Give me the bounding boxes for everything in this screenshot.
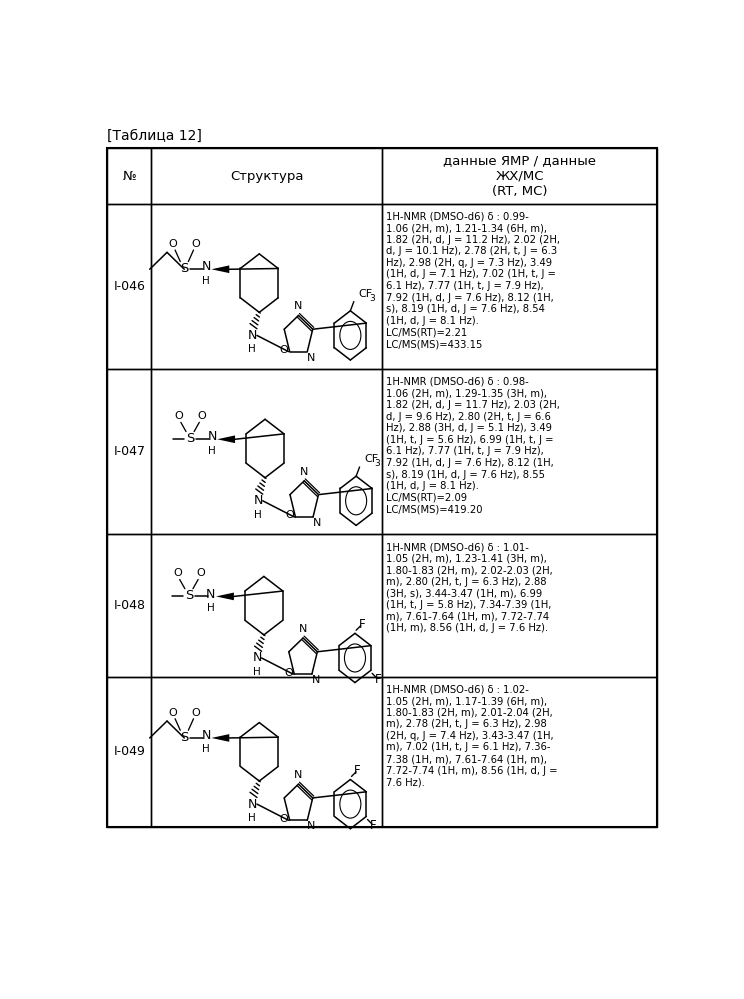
Text: данные ЯМР / данные
ЖХ/МС
(RT, МС): данные ЯМР / данные ЖХ/МС (RT, МС): [443, 155, 596, 198]
Bar: [151, 534, 382, 676]
Text: O: O: [168, 239, 177, 249]
Bar: [151, 204, 382, 369]
Text: O: O: [168, 707, 177, 717]
Bar: [107, 204, 151, 369]
Polygon shape: [216, 592, 234, 600]
Bar: [107, 148, 657, 827]
Text: N: N: [312, 675, 320, 685]
Text: O: O: [284, 667, 293, 677]
Text: I-047: I-047: [113, 446, 145, 459]
Text: I-048: I-048: [113, 599, 145, 612]
Text: 3: 3: [374, 460, 380, 469]
Text: O: O: [280, 814, 288, 824]
Text: O: O: [191, 239, 200, 249]
Bar: [107, 369, 151, 534]
Text: №: №: [123, 170, 136, 183]
Bar: [107, 534, 151, 676]
Text: CF: CF: [365, 455, 379, 465]
Text: I-049: I-049: [113, 745, 145, 758]
Text: S: S: [180, 262, 188, 275]
Text: F: F: [370, 819, 376, 832]
Bar: [151, 369, 382, 534]
Text: H: H: [253, 666, 261, 676]
Polygon shape: [217, 436, 235, 444]
Text: 3: 3: [369, 294, 374, 303]
Text: O: O: [280, 345, 288, 355]
Text: S: S: [186, 432, 194, 445]
Bar: [382, 676, 657, 827]
Text: H: H: [207, 603, 215, 613]
Text: [Таблица 12]: [Таблица 12]: [107, 129, 202, 143]
Text: H: H: [208, 446, 216, 456]
Text: O: O: [285, 510, 294, 520]
Text: N: N: [295, 770, 303, 780]
Text: O: O: [197, 412, 206, 422]
Text: N: N: [208, 431, 217, 444]
Text: N: N: [254, 495, 263, 507]
Bar: [382, 534, 657, 676]
Text: H: H: [248, 813, 256, 823]
Text: N: N: [299, 623, 307, 633]
Text: 1H-NMR (DMSO-d6) δ : 1.01-
1.05 (2H, m), 1.23-1.41 (3H, m),
1.80-1.83 (2H, m), 2: 1H-NMR (DMSO-d6) δ : 1.01- 1.05 (2H, m),…: [386, 542, 553, 633]
Text: O: O: [174, 412, 183, 422]
Bar: [382, 204, 657, 369]
Text: F: F: [374, 673, 381, 686]
Bar: [107, 148, 151, 204]
Text: F: F: [354, 764, 361, 777]
Text: Структура: Структура: [230, 170, 304, 183]
Text: CF: CF: [359, 289, 373, 299]
Text: N: N: [313, 518, 321, 528]
Text: N: N: [248, 329, 257, 342]
Text: N: N: [206, 587, 216, 600]
Text: 1H-NMR (DMSO-d6) δ : 0.99-
1.06 (2H, m), 1.21-1.34 (6H, m),
1.82 (2H, d, J = 11.: 1H-NMR (DMSO-d6) δ : 0.99- 1.06 (2H, m),…: [386, 212, 560, 349]
Text: N: N: [307, 821, 315, 831]
Text: H: H: [254, 509, 262, 519]
Text: N: N: [307, 353, 315, 363]
Text: O: O: [191, 707, 200, 717]
Text: N: N: [202, 729, 211, 742]
Bar: [382, 369, 657, 534]
Text: N: N: [300, 467, 309, 477]
Polygon shape: [211, 266, 229, 273]
Text: N: N: [295, 301, 303, 311]
Text: N: N: [202, 261, 211, 274]
Text: S: S: [180, 730, 188, 743]
Text: N: N: [252, 651, 262, 664]
Polygon shape: [211, 734, 229, 742]
Bar: [382, 148, 657, 204]
Text: O: O: [196, 568, 205, 578]
Bar: [151, 676, 382, 827]
Bar: [107, 676, 151, 827]
Text: I-046: I-046: [113, 280, 145, 293]
Text: F: F: [359, 617, 365, 630]
Text: 1H-NMR (DMSO-d6) δ : 0.98-
1.06 (2H, m), 1.29-1.35 (3H, m),
1.82 (2H, d, J = 11.: 1H-NMR (DMSO-d6) δ : 0.98- 1.06 (2H, m),…: [386, 377, 560, 514]
Text: H: H: [202, 744, 210, 754]
Text: H: H: [248, 345, 256, 355]
Text: O: O: [173, 568, 182, 578]
Bar: [151, 148, 382, 204]
Text: 1H-NMR (DMSO-d6) δ : 1.02-
1.05 (2H, m), 1.17-1.39 (6H, m),
1.80-1.83 (2H, m), 2: 1H-NMR (DMSO-d6) δ : 1.02- 1.05 (2H, m),…: [386, 684, 558, 787]
Text: S: S: [185, 589, 193, 602]
Text: N: N: [248, 797, 257, 810]
Text: H: H: [202, 276, 210, 286]
